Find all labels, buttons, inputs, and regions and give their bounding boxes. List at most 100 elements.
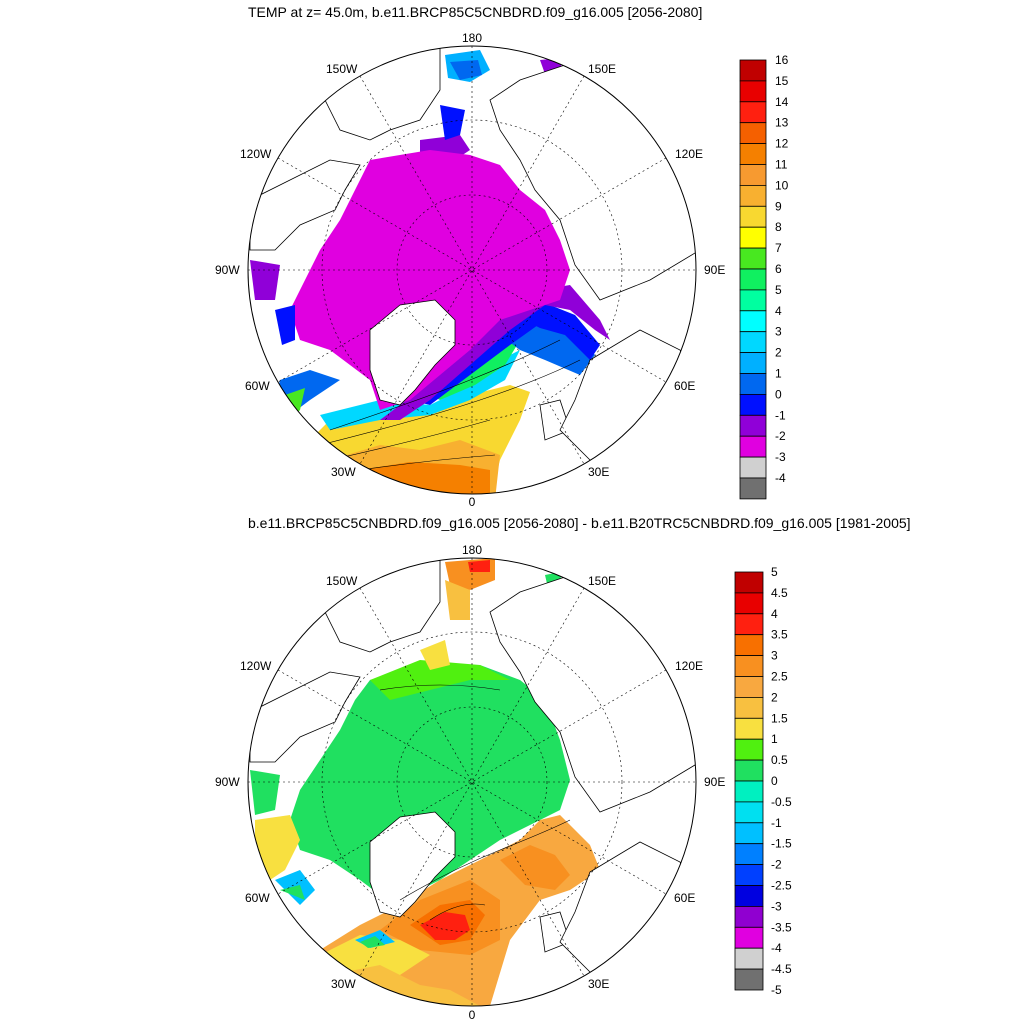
colorbar-label: 16: [775, 53, 789, 67]
bottom-colorbar: 5 4.5 4 3.5 3 2.5 2 1.5 1 0.5 0 -0.5 -1 -1.5 -2 -2.5 -3 -…: [734, 565, 792, 997]
colorbar-swatch: [734, 759, 764, 782]
colorbar-label: -4: [775, 471, 786, 485]
bottom-map-title: b.e11.BRCP85C5CNBDRD.f09_g16.005 [2056-2…: [248, 515, 911, 531]
colorbar-swatch: [734, 697, 764, 719]
colorbar-label: -1: [775, 408, 786, 422]
colorbar-swatch: [734, 655, 764, 677]
lon-label: 60W: [245, 379, 270, 393]
colorbar-label: 13: [775, 116, 789, 130]
lon-label: 60E: [674, 379, 695, 393]
colorbar-swatch: [734, 676, 764, 698]
colorbar-label: 2: [771, 690, 778, 704]
lon-label: 90W: [215, 775, 240, 789]
colorbar-label: 2: [775, 346, 782, 360]
colorbar-label: 11: [775, 158, 788, 172]
colorbar-swatch: [734, 843, 764, 866]
colorbar-label: 7: [775, 241, 782, 255]
colorbar-swatch: [739, 59, 767, 82]
colorbar-swatch: [734, 571, 764, 594]
colorbar-label: 0: [771, 774, 778, 788]
colorbar-label: 4: [771, 607, 778, 621]
colorbar-swatch: [739, 352, 767, 374]
lon-label: 90E: [704, 263, 725, 277]
graticule: [248, 558, 696, 1006]
colorbar-swatch: [734, 780, 764, 803]
lon-label: 60W: [245, 891, 270, 905]
colorbar-swatch: [734, 926, 764, 949]
colorbar-swatch: [739, 122, 767, 144]
lon-label: 150E: [588, 574, 616, 588]
colorbar-label: 1: [775, 367, 782, 381]
colorbar-swatch: [739, 205, 767, 228]
colorbar-swatch: [734, 592, 764, 615]
colorbar-swatch: [734, 947, 764, 970]
lon-label: 90E: [704, 775, 725, 789]
colorbar-swatch: [739, 247, 767, 270]
colorbar-swatch: [734, 801, 764, 824]
lon-label: 180: [462, 31, 482, 45]
colorbar-label: 1: [771, 732, 778, 746]
colorbar-swatch: [734, 885, 764, 907]
lon-label: 0: [469, 495, 476, 509]
colorbar-swatch: [739, 310, 767, 333]
colorbar-swatch: [734, 634, 764, 657]
map-boundary: [247, 45, 697, 495]
colorbar-swatch: [734, 968, 764, 991]
colorbar-label: -2: [771, 858, 782, 872]
top-map-title: TEMP at z= 45.0m, b.e11.BRCP85C5CNBDRD.f…: [248, 4, 703, 20]
colorbar-swatch: [739, 268, 767, 291]
colorbar-label: -1.5: [771, 837, 792, 851]
colorbar-label: 14: [775, 95, 789, 109]
colorbar-label: -4: [771, 941, 782, 955]
colorbar-label: -0.5: [771, 795, 792, 809]
lon-label: 120W: [240, 659, 272, 673]
lon-label: 120W: [240, 147, 272, 161]
colorbar-swatch: [739, 184, 767, 207]
lon-label: 180: [462, 543, 482, 557]
colorbar-label: 5: [771, 565, 778, 579]
colorbar-label: 9: [775, 199, 782, 213]
lon-label: 30E: [588, 977, 609, 991]
colorbar-swatch: [734, 906, 764, 928]
lon-label: 150W: [326, 574, 358, 588]
colorbar-swatch: [734, 738, 764, 761]
lon-label: 120E: [675, 659, 703, 673]
lon-label: 150E: [588, 62, 616, 76]
colorbar-label: -3.5: [771, 920, 792, 934]
lon-label: 120E: [675, 147, 703, 161]
colorbar-label: 1.5: [771, 711, 788, 725]
top-longitude-labels: 180 150E 120E 90E 60E 30E 0 30W 60W 90W …: [215, 31, 725, 509]
bottom-polar-map: [247, 557, 697, 1007]
colorbar-label: 0.5: [771, 753, 788, 767]
lon-label: 150W: [326, 62, 358, 76]
colorbar-label: 12: [775, 137, 789, 151]
colorbar-swatch: [739, 331, 767, 354]
colorbar-swatch: [739, 101, 767, 124]
colorbar-label: 6: [775, 262, 782, 276]
colorbar-swatch: [739, 414, 767, 437]
colorbar-label: 0: [775, 387, 782, 401]
colorbar-label: -2: [775, 429, 786, 443]
map-boundary: [247, 557, 697, 1007]
colorbar-label: 15: [775, 74, 789, 88]
colorbar-label: -4.5: [771, 962, 792, 976]
colorbar-label: -3: [775, 450, 786, 464]
colorbar-label: 5: [775, 283, 782, 297]
colorbar-swatch: [739, 226, 767, 249]
colorbar-label: 10: [775, 178, 789, 192]
colorbar-label: 4: [775, 304, 782, 318]
colorbar-swatch: [739, 373, 767, 395]
lon-label: 30W: [331, 465, 356, 479]
colorbar-swatch: [734, 822, 764, 845]
colorbar-label: 4.5: [771, 586, 788, 600]
lon-label: 90W: [215, 263, 240, 277]
colorbar-swatch: [739, 456, 767, 479]
lon-label: 60E: [674, 891, 695, 905]
colorbar-swatch: [739, 477, 767, 500]
colorbar-label: 2.5: [771, 670, 788, 684]
colorbar-label: 3.5: [771, 628, 788, 642]
bottom-longitude-labels: 180 150E 120E 90E 60E 30E 0 30W 60W 90W …: [215, 543, 725, 1022]
colorbar-swatch: [739, 80, 767, 103]
colorbar-swatch: [739, 435, 767, 458]
